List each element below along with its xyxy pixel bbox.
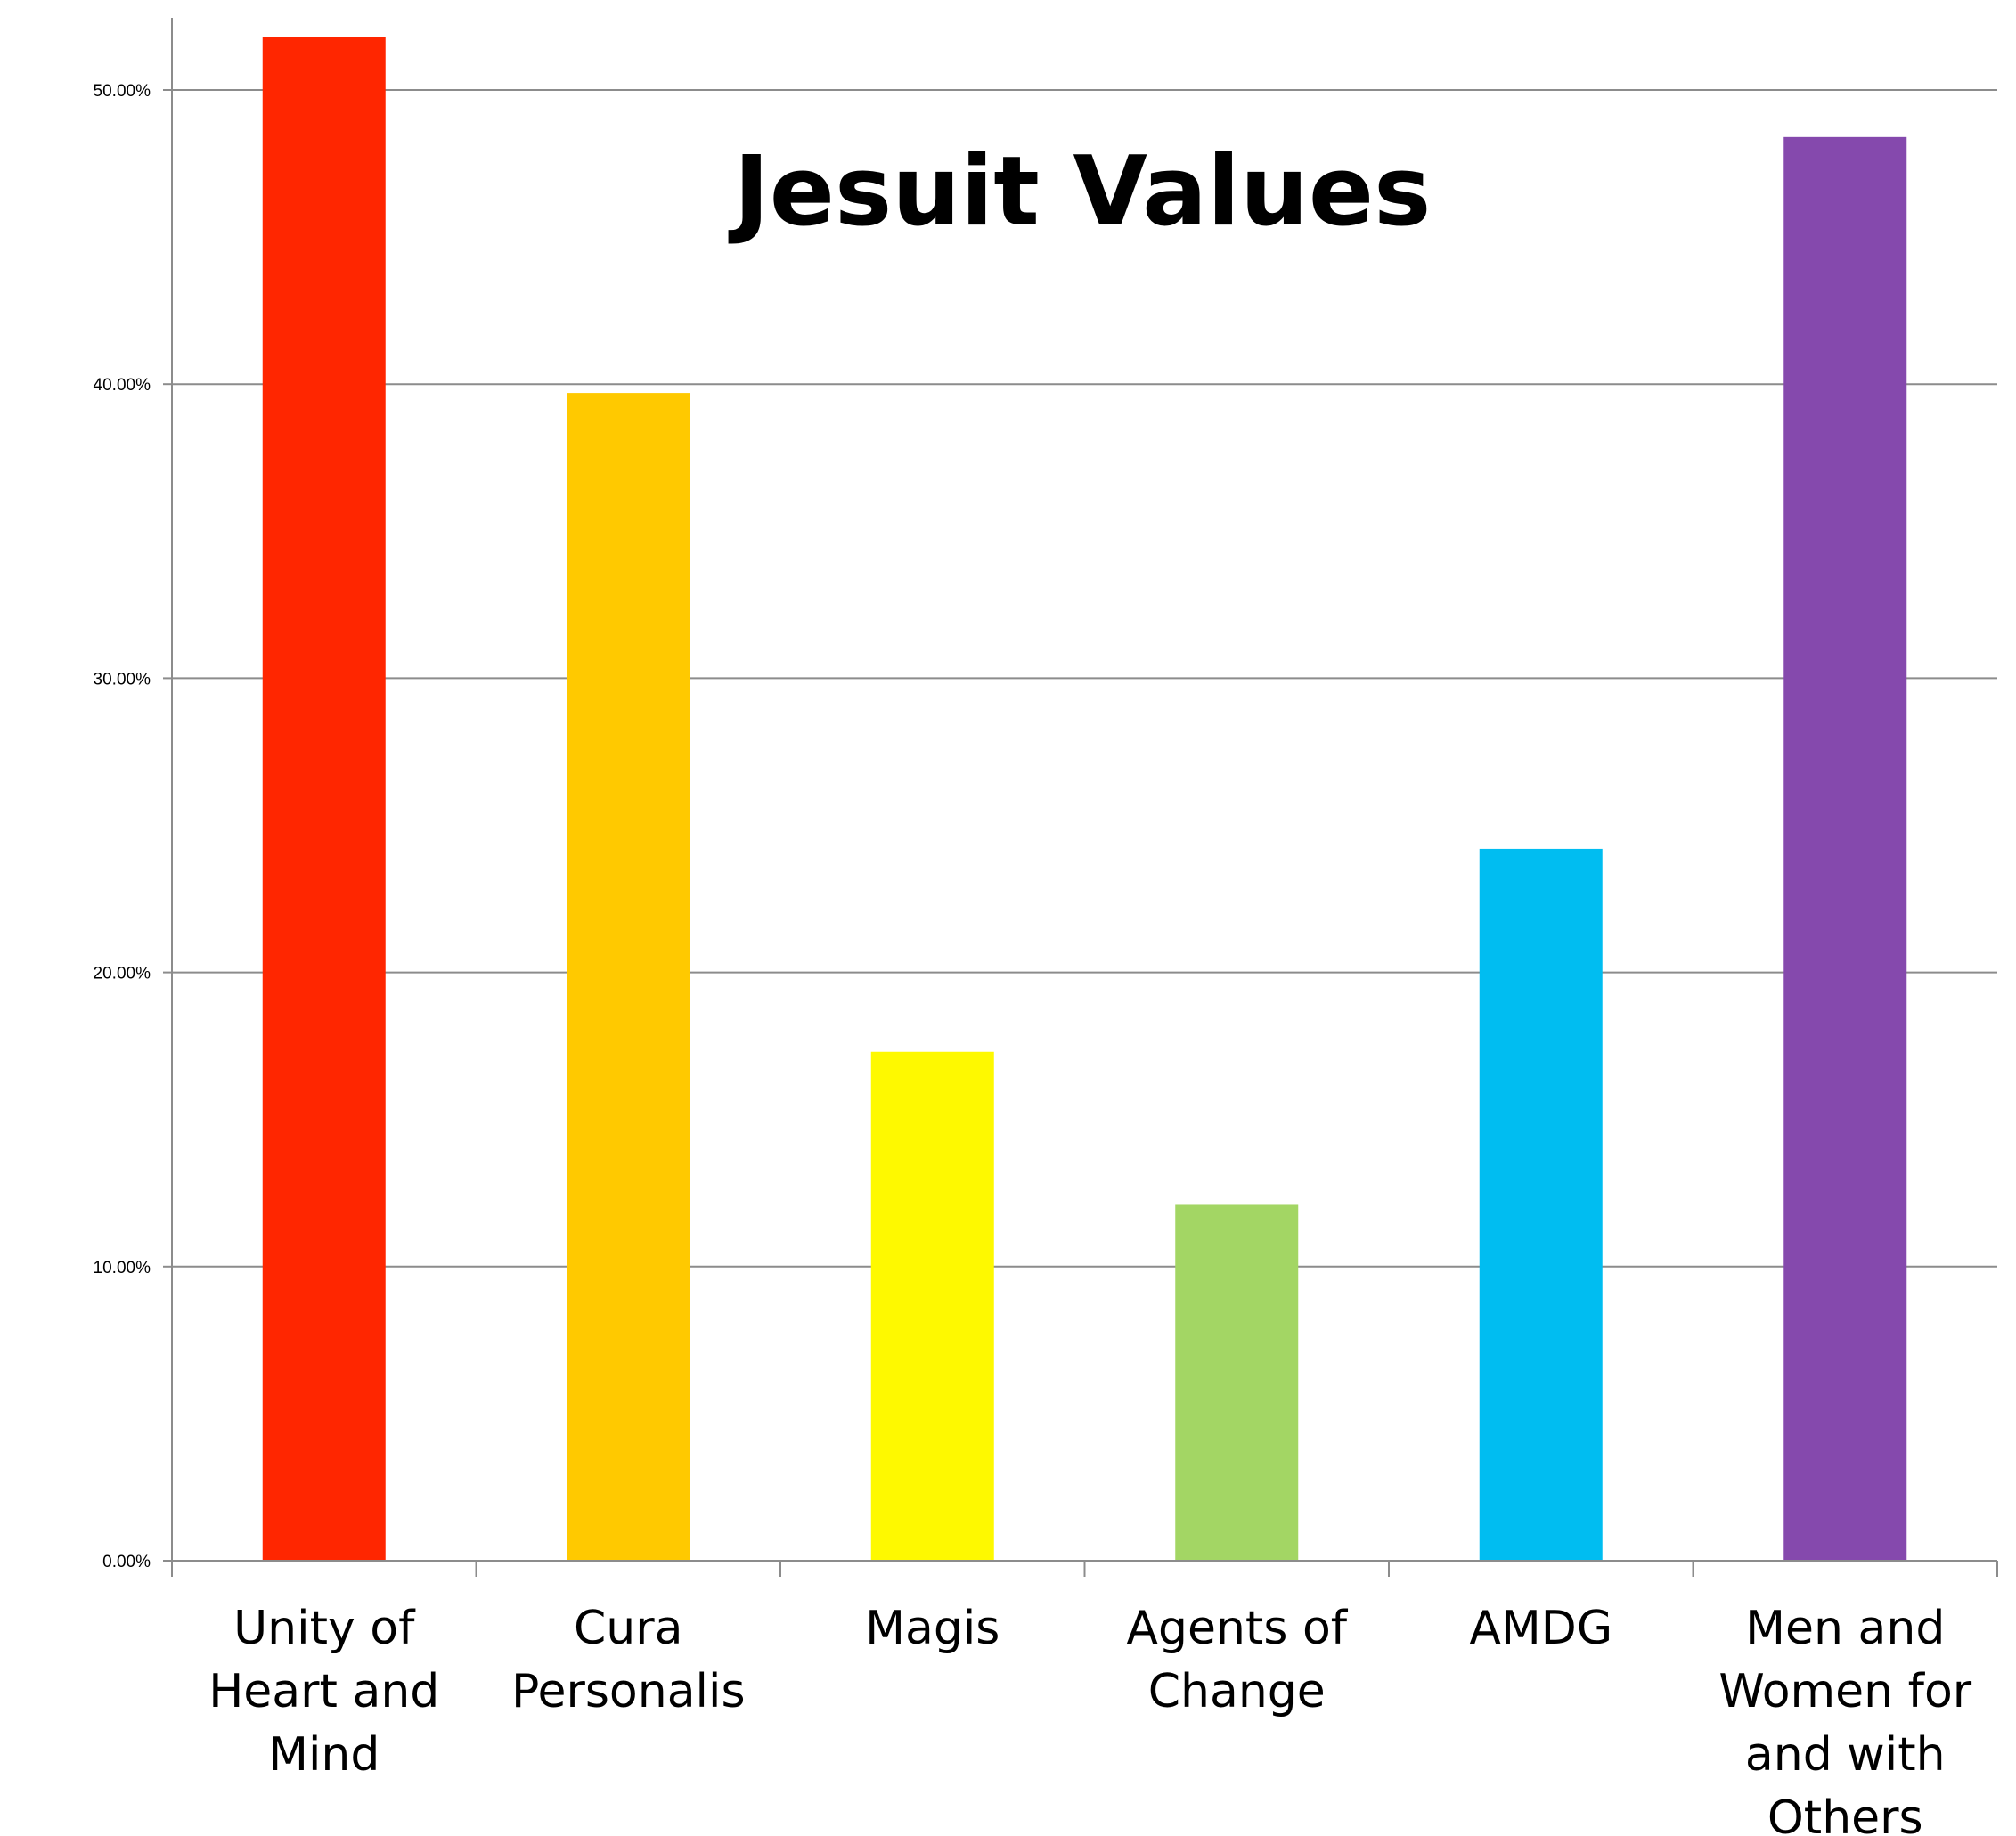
bar (1479, 848, 1603, 1561)
category-label: Agents of Change (1126, 1602, 1348, 1718)
category-labels: Unity of Heart and Mind Cura Personalis Magis… (208, 1602, 1972, 1836)
category-label: AMDG (1469, 1602, 1612, 1655)
y-tick-label: 0.00% (102, 1553, 151, 1571)
category-label-line: Agents of (1126, 1602, 1348, 1655)
gridlines (172, 89, 1997, 1268)
category-label: Men and Women for and with Others (1718, 1602, 1971, 1836)
category-label: Unity of Heart and Mind (208, 1602, 439, 1782)
category-label-line: Men and (1745, 1602, 1945, 1655)
category-label-line: and with (1745, 1728, 1946, 1782)
y-tick-labels: 0.00% 10.00% 20.00% 30.00% 40.00% 50.00% (94, 82, 151, 1571)
bar (1783, 136, 1907, 1561)
category-label-line: Personalis (511, 1665, 746, 1718)
category-label-line: Cura (574, 1602, 683, 1655)
category-label-line: AMDG (1469, 1602, 1612, 1655)
category-label-line: Women for (1718, 1665, 1971, 1718)
category-label-line: Change (1148, 1665, 1326, 1718)
y-tick-label: 40.00% (94, 376, 151, 395)
category-label-line: Heart and (208, 1665, 439, 1718)
y-tick-label: 50.00% (94, 82, 151, 101)
chart-title: Jesuit Values (728, 136, 1432, 248)
bar (1175, 1204, 1299, 1561)
bar (262, 37, 386, 1562)
y-tick-label: 10.00% (94, 1259, 151, 1277)
axes (163, 18, 1998, 1577)
category-label: Cura Personalis (511, 1602, 746, 1718)
category-label-line: Magis (865, 1602, 1000, 1655)
category-label: Magis (865, 1602, 1000, 1655)
bar (870, 1051, 994, 1561)
bars (262, 37, 1907, 1562)
y-tick-label: 20.00% (94, 965, 151, 983)
y-tick-label: 30.00% (94, 670, 151, 689)
category-label-line: Mind (268, 1728, 380, 1782)
category-label-line: Unity of (233, 1602, 416, 1655)
category-label-line: Others (1767, 1791, 1923, 1836)
bar (567, 393, 690, 1562)
